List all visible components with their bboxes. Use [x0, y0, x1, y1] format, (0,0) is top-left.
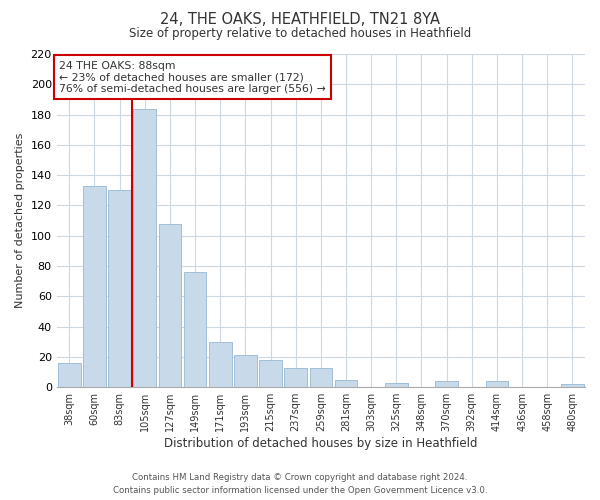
Bar [234, 356, 257, 387]
Bar [385, 382, 407, 387]
Bar [184, 272, 206, 387]
Bar [108, 190, 131, 387]
Bar [485, 381, 508, 387]
Bar [310, 368, 332, 387]
Bar [83, 186, 106, 387]
X-axis label: Distribution of detached houses by size in Heathfield: Distribution of detached houses by size … [164, 437, 478, 450]
Bar [133, 108, 156, 387]
Text: Contains HM Land Registry data © Crown copyright and database right 2024.
Contai: Contains HM Land Registry data © Crown c… [113, 474, 487, 495]
Bar [259, 360, 282, 387]
Bar [561, 384, 584, 387]
Bar [436, 381, 458, 387]
Bar [158, 224, 181, 387]
Bar [209, 342, 232, 387]
Bar [335, 380, 358, 387]
Y-axis label: Number of detached properties: Number of detached properties [15, 133, 25, 308]
Bar [284, 368, 307, 387]
Text: Size of property relative to detached houses in Heathfield: Size of property relative to detached ho… [129, 28, 471, 40]
Text: 24 THE OAKS: 88sqm
← 23% of detached houses are smaller (172)
76% of semi-detach: 24 THE OAKS: 88sqm ← 23% of detached hou… [59, 60, 326, 94]
Text: 24, THE OAKS, HEATHFIELD, TN21 8YA: 24, THE OAKS, HEATHFIELD, TN21 8YA [160, 12, 440, 28]
Bar [58, 363, 80, 387]
